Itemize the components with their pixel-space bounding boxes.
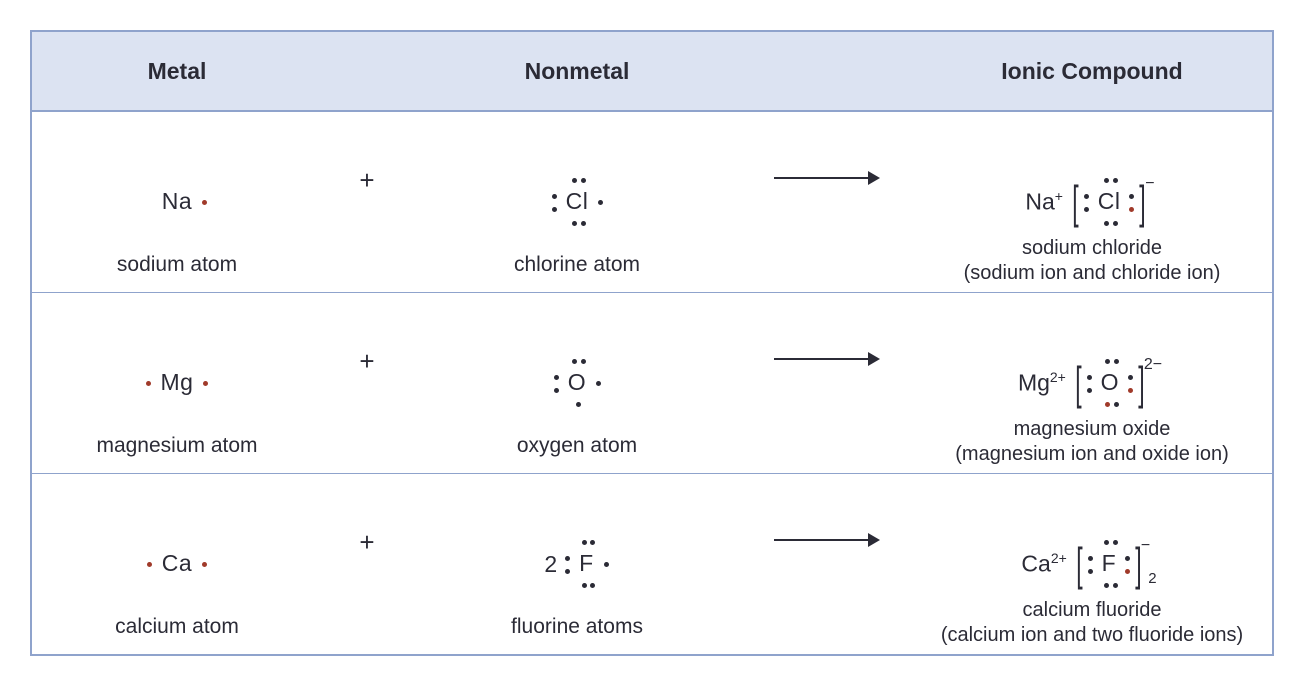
arrow-icon (772, 169, 882, 192)
nonmetal-label: chlorine atom (412, 252, 742, 278)
arrow-icon (772, 350, 882, 373)
nonmetal-cell: Clchlorine atom (412, 112, 742, 292)
anion-charge: 2− (1144, 356, 1162, 374)
compound-label: calcium fluoride(calcium ion and two flu… (912, 598, 1272, 648)
header-nonmetal: Nonmetal (412, 58, 742, 85)
metal-cell: Mgmagnesium atom (32, 293, 322, 473)
anion-charge: − (1145, 175, 1154, 193)
plus-cell: + (322, 474, 412, 654)
nonmetal-label: oxygen atom (412, 433, 742, 459)
header-metal: Metal (32, 58, 322, 85)
nonmetal-cell: 2Ffluorine atoms (412, 474, 742, 654)
metal-cell: Cacalcium atom (32, 474, 322, 654)
nonmetal-label: fluorine atoms (412, 614, 742, 640)
compound-cell: Mg2+[O]2− magnesium oxide(magnesium ion a… (912, 293, 1272, 473)
anion-subscript: 2 (1148, 570, 1156, 587)
compound-cell: Ca2+[F]− 2 calcium fluoride(calcium ion an… (912, 474, 1272, 654)
arrow-cell (742, 112, 912, 292)
anion-charge: − (1141, 537, 1150, 555)
bracketed-anion: [O] (1072, 357, 1148, 409)
cation: Na+ (1025, 188, 1063, 216)
cation: Ca2+ (1021, 550, 1066, 578)
table-row: Cacalcium atom +2Ffluorine atoms Ca2+[F]− 2… (32, 474, 1272, 654)
compound-label: sodium chloride(sodium ion and chloride … (912, 236, 1272, 286)
metal-cell: Nasodium atom (32, 112, 322, 292)
plus-sign: + (359, 165, 374, 196)
plus-sign: + (359, 527, 374, 558)
arrow-icon (772, 531, 882, 554)
arrow-cell (742, 474, 912, 654)
header-compound: Ionic Compound (912, 58, 1272, 85)
table-row: Mgmagnesium atom + Ooxygen atom Mg2+[O]2− ma… (32, 293, 1272, 474)
metal-label: calcium atom (32, 614, 322, 640)
plus-sign: + (359, 346, 374, 377)
table-row: Nasodium atom + Clchlorine atom Na+[Cl]− sod… (32, 112, 1272, 293)
plus-cell: + (322, 293, 412, 473)
compound-label: magnesium oxide(magnesium ion and oxide … (912, 417, 1272, 467)
nonmetal-cell: Ooxygen atom (412, 293, 742, 473)
bracketed-anion: [F] (1073, 538, 1145, 590)
metal-label: sodium atom (32, 252, 322, 278)
bracketed-anion: [Cl] (1069, 176, 1149, 228)
ionic-compound-table: Metal Nonmetal Ionic Compound Nasodium a… (30, 30, 1274, 656)
compound-cell: Na+[Cl]− sodium chloride(sodium ion and c… (912, 112, 1272, 292)
plus-cell: + (322, 112, 412, 292)
arrow-cell (742, 293, 912, 473)
cation: Mg2+ (1018, 369, 1066, 397)
metal-label: magnesium atom (32, 433, 322, 459)
table-header: Metal Nonmetal Ionic Compound (32, 32, 1272, 112)
